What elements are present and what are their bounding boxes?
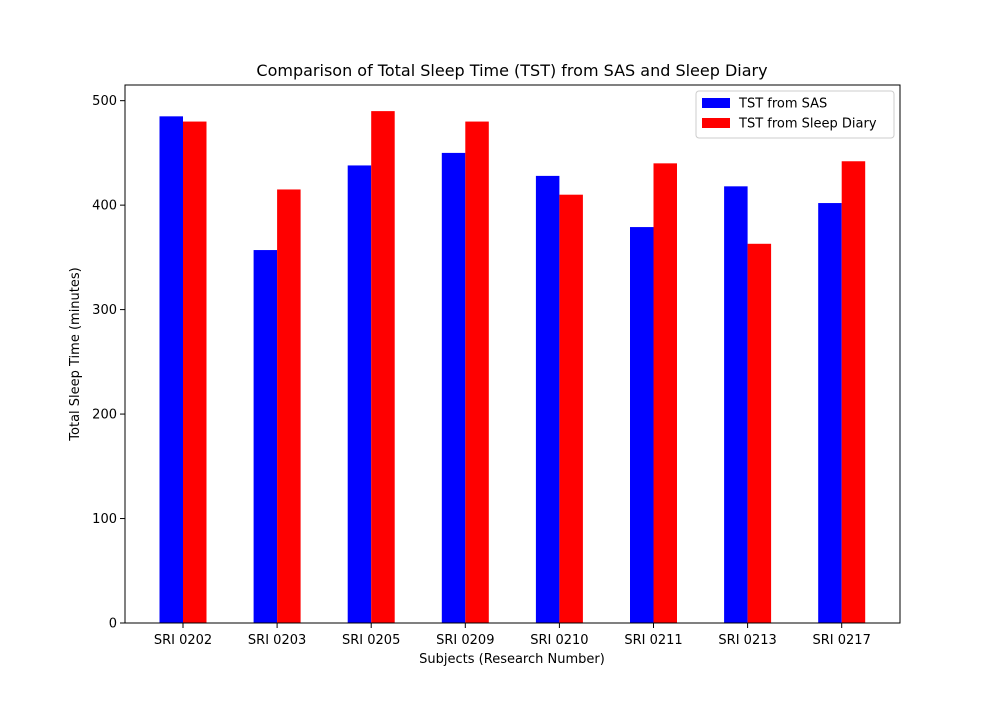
legend: TST from SAS TST from Sleep Diary xyxy=(695,90,895,139)
x-tick-label: SRI 0217 xyxy=(813,633,871,648)
y-axis-label: Total Sleep Time (minutes) xyxy=(68,267,83,441)
x-axis: SRI 0202 SRI 0203 SRI 0205 SRI 0209 SRI 0210… xyxy=(154,623,871,648)
bar-sleep-diary-7 xyxy=(747,243,772,624)
bars-layer xyxy=(159,111,866,624)
x-tick-label: SRI 0202 xyxy=(154,633,212,648)
bar-sas-8 xyxy=(818,203,842,624)
x-tick-label: SRI 0203 xyxy=(248,633,306,648)
plot-frame xyxy=(124,84,901,624)
bar-sas-7 xyxy=(724,186,748,623)
bar-sas-1 xyxy=(159,116,183,623)
x-tick-label: SRI 0205 xyxy=(342,633,400,648)
bar-sleep-diary-5 xyxy=(559,194,583,623)
y-tick-label: 300 xyxy=(92,303,117,318)
bar-sas-4 xyxy=(441,152,466,623)
chart-title: Comparison of Total Sleep Time (TST) fro… xyxy=(256,61,767,80)
legend-swatch-sleep-diary xyxy=(702,118,730,128)
y-tick-label: 200 xyxy=(92,408,117,423)
x-tick-label: SRI 0213 xyxy=(718,633,776,648)
bar-sleep-diary-2 xyxy=(277,189,301,623)
bar-sleep-diary-3 xyxy=(371,111,395,624)
y-axis: 0 100 200 300 400 500 xyxy=(92,94,125,632)
x-tick-label: SRI 0210 xyxy=(530,633,588,648)
legend-box xyxy=(695,90,895,139)
x-tick-label: SRI 0209 xyxy=(436,633,494,648)
bar-sleep-diary-6 xyxy=(653,163,677,623)
bar-sleep-diary-4 xyxy=(465,121,489,623)
x-axis-label: Subjects (Research Number) xyxy=(419,652,605,667)
legend-label-sas: TST from SAS xyxy=(738,97,827,112)
y-tick-label: 400 xyxy=(92,199,117,214)
bar-sleep-diary-1 xyxy=(183,121,207,623)
y-tick-label: 500 xyxy=(92,94,117,109)
y-tick-label: 0 xyxy=(109,617,117,632)
bar-sas-2 xyxy=(253,250,278,623)
x-tick-label: SRI 0211 xyxy=(624,633,682,648)
y-tick-label: 100 xyxy=(92,512,117,527)
legend-label-sleep-diary: TST from Sleep Diary xyxy=(738,117,877,132)
bar-sas-3 xyxy=(347,165,372,623)
legend-swatch-sas xyxy=(702,98,730,108)
bar-sas-5 xyxy=(535,175,560,623)
bar-sleep-diary-8 xyxy=(841,161,866,623)
bar-sas-6 xyxy=(630,227,654,623)
